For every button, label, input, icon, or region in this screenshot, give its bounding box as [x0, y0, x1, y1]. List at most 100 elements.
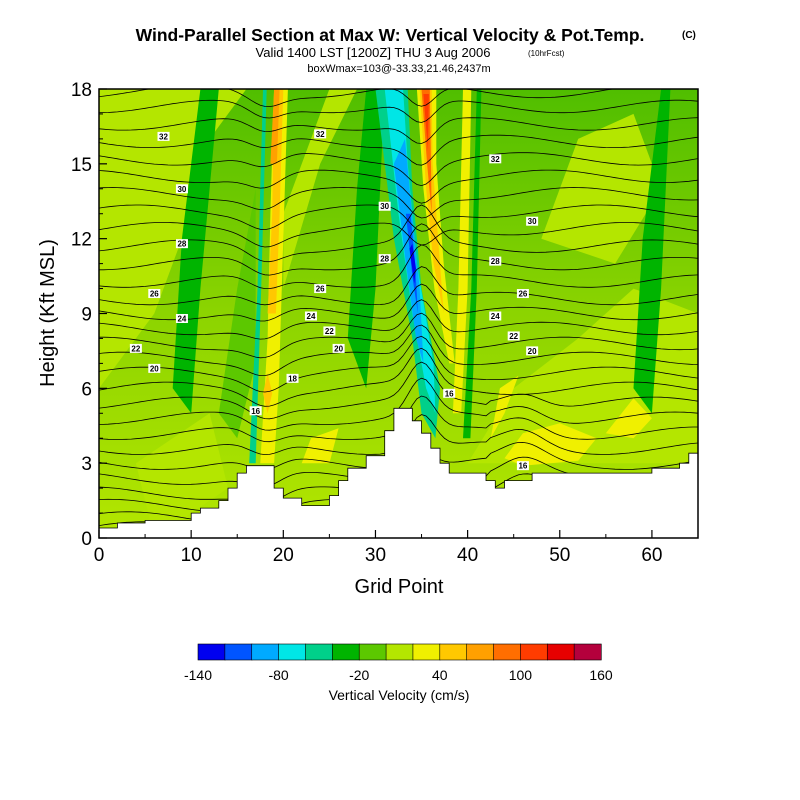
velocity-region: [263, 373, 273, 414]
contour-label-text: 32: [316, 130, 325, 139]
contour-label-text: 30: [177, 185, 186, 194]
velocity-region: [283, 89, 357, 289]
velocity-region: [409, 243, 416, 284]
y-axis: 0 3 6 9 12 15 18: [71, 80, 107, 550]
y-tick-label: 0: [81, 529, 92, 550]
contour-label-bg: [314, 284, 327, 294]
contour-label-text: 22: [325, 327, 334, 336]
x-tick-label: 40: [457, 545, 478, 566]
contour-label-text: 26: [316, 285, 325, 294]
x-axis: 0 10 20 30 40 50 60: [94, 530, 699, 566]
theta-contour-line: [99, 169, 698, 204]
contour-label-text: 20: [150, 364, 159, 373]
contour-label-bg: [489, 154, 502, 164]
colorbar-tick-label: 100: [509, 667, 533, 683]
theta-contour-line: [99, 222, 698, 248]
chart-subtitle: Valid 1400 LST [1200Z] THU 3 Aug 2006: [256, 45, 491, 60]
contour-label-text: 20: [334, 344, 343, 353]
velocity-region: [463, 89, 482, 439]
contour-label: 30: [526, 216, 539, 226]
contour-label: 28: [175, 239, 188, 249]
velocity-region: [452, 89, 472, 414]
contour-label-text: 28: [177, 240, 186, 249]
colorbar-swatch: [493, 643, 521, 661]
colorbar-swatch: [251, 643, 280, 661]
contour-label-bg: [516, 289, 529, 299]
x-tick-label: 20: [273, 545, 294, 566]
chart-title: Wind-Parallel Section at Max W: Vertical…: [136, 25, 645, 45]
contour-label: 24: [175, 313, 188, 323]
contour-label-bg: [332, 343, 345, 353]
contour-label-bg: [157, 131, 170, 141]
contour-label: 20: [332, 343, 345, 353]
contour-label: 28: [489, 256, 502, 266]
contour-label-text: 32: [159, 132, 168, 141]
contour-label: 16: [443, 388, 456, 398]
colorbar-swatch: [385, 643, 414, 661]
velocity-region: [99, 89, 247, 389]
velocity-region: [135, 413, 228, 538]
velocity-region: [301, 428, 339, 464]
velocity-region: [504, 423, 597, 466]
contour-label-text: 32: [491, 155, 500, 164]
contour-label: 30: [175, 184, 188, 194]
theta-contour-line: [99, 299, 698, 340]
terrain-mask: [99, 407, 698, 538]
colorbar-swatch: [412, 643, 441, 661]
chart-title-mark: (C): [682, 30, 696, 41]
velocity-region: [393, 138, 424, 364]
colorbar-swatch: [305, 643, 333, 661]
velocity-region: [267, 89, 284, 314]
contour-label: 32: [314, 129, 327, 139]
contour-label-bg: [175, 184, 188, 194]
contour-label-text: 28: [491, 257, 500, 266]
contour-label-bg: [378, 201, 391, 211]
theta-contour-line: [99, 117, 698, 144]
contour-label: 26: [516, 289, 529, 299]
x-tick-label: 60: [641, 545, 662, 566]
contour-label-bg: [249, 406, 262, 416]
x-tick-label: 10: [181, 545, 202, 566]
y-tick-label: 18: [71, 80, 92, 101]
contour-label-text: 18: [288, 374, 297, 383]
y-tick-label: 15: [71, 155, 92, 176]
colorbar-label: Vertical Velocity (cm/s): [329, 687, 470, 703]
theta-contour-line: [99, 312, 698, 359]
contour-label: 16: [516, 461, 529, 471]
contour-label-bg: [286, 373, 299, 383]
contour-label-text: 22: [509, 332, 518, 341]
contour-label-text: 24: [491, 312, 500, 321]
contour-label: 22: [507, 331, 520, 341]
velocity-region: [419, 89, 444, 314]
colorbar-tick-label: 40: [432, 667, 448, 683]
contour-label-bg: [507, 331, 520, 341]
y-tick-label: 6: [81, 379, 92, 400]
colorbar-swatch: [520, 643, 548, 661]
contour-label-text: 16: [445, 389, 454, 398]
y-axis-label: Height (Kft MSL): [37, 239, 59, 387]
contour-label-bg: [323, 326, 336, 336]
y-tick-label: 3: [81, 454, 92, 475]
contour-label-bg: [304, 311, 317, 321]
velocity-region: [270, 89, 280, 164]
colorbar-swatch: [573, 643, 602, 661]
contour-label-bg: [516, 461, 529, 471]
contour-label: 28: [378, 254, 391, 264]
contour-label: 20: [148, 363, 161, 373]
colorbar-swatch: [546, 643, 575, 661]
contour-label: 26: [314, 284, 327, 294]
contour-label: 22: [323, 326, 336, 336]
contour-label-bg: [443, 388, 456, 398]
colorbar: -140 -80 -20 40 100 160: [184, 643, 613, 683]
y-tick-label: 12: [71, 230, 92, 251]
theta-contour-line: [99, 283, 698, 322]
contour-label-text: 28: [380, 255, 389, 264]
colorbar-swatch: [278, 643, 307, 661]
colorbar-tick-label: -140: [184, 667, 212, 683]
contour-label-bg: [129, 343, 142, 353]
velocity-region: [490, 375, 519, 439]
theta-contour-line: [99, 152, 698, 187]
